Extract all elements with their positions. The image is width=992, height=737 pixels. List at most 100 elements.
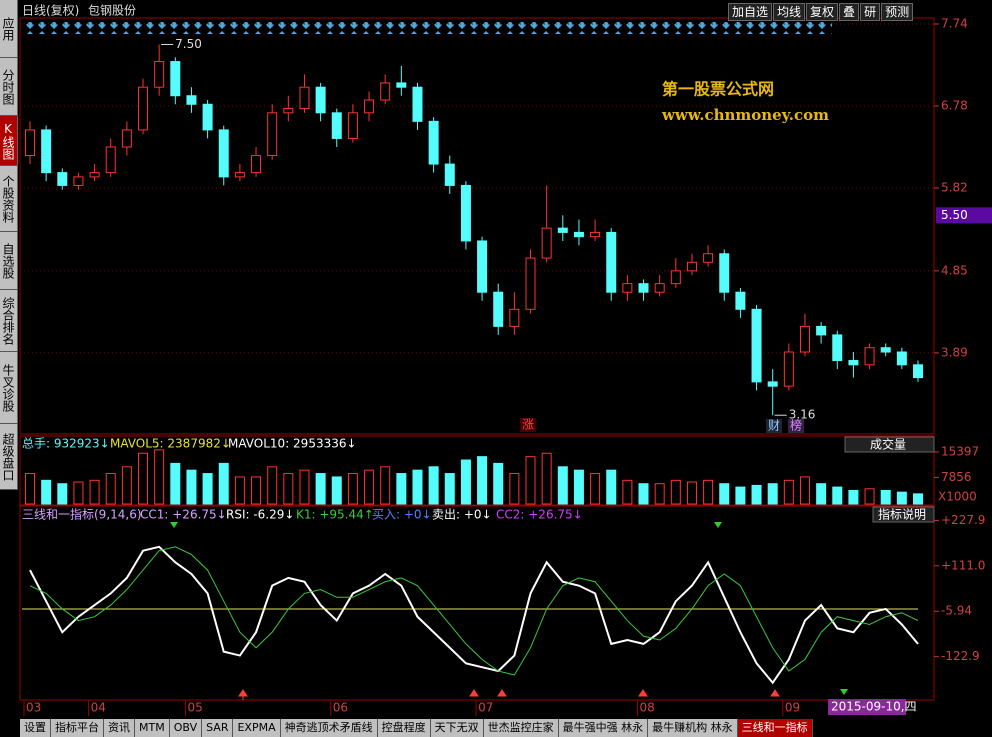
candle-body — [799, 325, 810, 353]
side-tab[interactable]: 自选股 — [0, 232, 18, 290]
toolbar-button[interactable]: 预测 — [881, 3, 914, 21]
volume-bar — [218, 462, 229, 505]
indicator-header: K1: +95.44↑ — [296, 508, 374, 522]
volume-bar — [138, 452, 149, 505]
x-tick-label: 03 — [26, 701, 41, 715]
bottom-tab[interactable]: 最牛赚机构 林永 — [648, 719, 738, 737]
candle-body — [783, 351, 794, 387]
volume-button-label[interactable]: 成交量 — [870, 437, 906, 452]
volume-bar — [428, 466, 439, 505]
x-tick-label: 09 — [785, 701, 800, 715]
candle-body — [170, 61, 181, 97]
y-tick-label: 4.85 — [941, 263, 968, 277]
candle-body — [638, 283, 649, 293]
bottom-tab[interactable]: 指标平台 — [51, 719, 104, 737]
volume-bar — [525, 456, 536, 505]
volume-bar — [799, 476, 810, 505]
bottom-tab[interactable]: EXPMA — [233, 719, 281, 737]
volume-button[interactable] — [844, 436, 935, 453]
bottom-tab[interactable]: MTM — [135, 719, 170, 737]
x-tick-label: 08 — [640, 701, 655, 715]
candle-body — [896, 351, 907, 366]
candle-body — [460, 184, 471, 242]
volume-bar — [832, 486, 843, 505]
bottom-tab[interactable]: OBV — [169, 719, 203, 737]
arrow — [840, 689, 848, 695]
volume-bar — [606, 469, 617, 505]
candle-body — [428, 120, 439, 165]
side-tab[interactable]: 超级盘口 — [0, 424, 18, 490]
candle-body — [89, 172, 100, 178]
candle-body — [816, 325, 827, 336]
candle-body — [557, 227, 568, 233]
bottom-tab[interactable]: 控盘程度 — [377, 719, 431, 737]
side-tab[interactable]: 牛叉诊股 — [0, 352, 18, 424]
indicator-header: 三线和一指标(9,14,6) — [22, 507, 142, 522]
annotation-label: 7.50 — [175, 37, 202, 51]
volume-bar — [816, 483, 827, 505]
y-tick-label: 3.89 — [941, 345, 968, 359]
indicator-button-label[interactable]: 指标说明 — [878, 507, 926, 522]
indicator-header: RSI: -6.29↓ — [226, 508, 294, 522]
y-tick-label: -5.94 — [941, 604, 972, 618]
volume-header: MAVOL5: 2387982↓ — [110, 437, 231, 451]
side-tab[interactable]: 个股资料 — [0, 166, 18, 232]
marker: 榜 — [790, 418, 802, 433]
side-tab[interactable]: 综合排名 — [0, 290, 18, 352]
bottom-tab[interactable]: 世杰监控庄家 — [483, 719, 559, 737]
bottom-tab[interactable]: 资讯 — [104, 719, 135, 737]
candle-body — [670, 270, 681, 285]
volume-bar — [573, 469, 584, 505]
candle-body — [590, 231, 601, 238]
candle-body — [202, 103, 213, 131]
toolbar-button[interactable]: 加自选 — [728, 3, 773, 21]
volume-bar — [767, 483, 778, 505]
candle-body — [396, 82, 407, 88]
watermark: 第一股票公式网 — [662, 80, 774, 99]
candle-body — [315, 86, 326, 114]
bottom-tab[interactable]: 最牛强中强 林永 — [558, 719, 649, 737]
volume-bar — [848, 489, 859, 505]
side-tab[interactable]: 应用 — [0, 0, 18, 58]
volume-bar — [105, 473, 116, 505]
chart-title: 日线(复权) — [22, 4, 79, 18]
y-tick-label: 7.74 — [941, 16, 968, 30]
x-tick-label: 06 — [333, 701, 348, 715]
volume-bar — [557, 466, 568, 505]
side-tab[interactable]: 分时图 — [0, 58, 18, 116]
toolbar-button[interactable]: 叠 — [839, 3, 860, 21]
candle-body — [218, 129, 229, 178]
candle-body — [751, 308, 762, 383]
bottom-tab[interactable]: 神奇逃顶术矛盾线 — [280, 719, 378, 737]
candle-body — [493, 291, 504, 327]
volume-frame — [19, 435, 935, 506]
marker-box — [766, 419, 782, 433]
y-tick-label: 7856 — [941, 470, 972, 484]
side-tab[interactable]: K线图 — [0, 116, 18, 166]
marker-box — [520, 418, 536, 432]
candle-body — [380, 82, 391, 101]
indicator-button[interactable] — [872, 506, 935, 523]
candle-body — [477, 240, 488, 293]
candle-body — [251, 155, 262, 174]
candle-body — [283, 108, 294, 114]
candle-body — [541, 227, 552, 259]
toolbar-button[interactable]: 复权 — [806, 3, 839, 21]
candle-body — [719, 253, 730, 293]
toolbar-button[interactable]: 均线 — [773, 3, 806, 21]
candle-body — [186, 95, 197, 105]
y-tick-label: -122.9 — [941, 649, 980, 663]
volume-bar — [783, 479, 794, 505]
bottom-tab[interactable]: 三线和一指标 — [737, 719, 813, 737]
candle-body — [654, 283, 665, 293]
volume-bar — [509, 473, 520, 505]
sell-arrow — [170, 522, 722, 528]
candle-body — [299, 86, 310, 110]
toolbar-button[interactable]: 研 — [860, 3, 881, 21]
candle-body — [412, 86, 423, 122]
volume-bar — [154, 449, 165, 505]
bottom-tab[interactable]: 设置 — [20, 719, 51, 737]
bottom-tab[interactable]: SAR — [202, 719, 234, 737]
bottom-tab[interactable]: 天下无双 — [430, 719, 484, 737]
last-price-box — [936, 207, 992, 224]
